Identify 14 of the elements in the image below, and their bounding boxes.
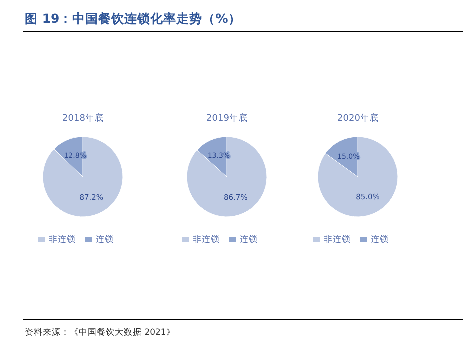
caption: 图 19：中国餐饮连锁化率走势（%） <box>25 11 242 26</box>
pie-slice <box>186 136 268 218</box>
legend-label: 非连锁 <box>324 234 351 245</box>
text: 资料来源：《中国餐饮大数据 2021》 <box>25 327 176 338</box>
pie-slice <box>318 136 398 218</box>
chart-title: 2020年底 <box>338 113 378 124</box>
chart-title: 2018年底 <box>62 113 104 124</box>
legend-label: 非连锁 <box>193 234 220 245</box>
chart-title: 2019年底 <box>206 113 248 124</box>
pie-slice <box>42 136 124 218</box>
legend-label: 连锁 <box>371 234 389 245</box>
legend-label: 连锁 <box>240 234 258 245</box>
legend-label: 非连锁 <box>49 234 76 245</box>
legend-label: 连锁 <box>96 234 114 245</box>
